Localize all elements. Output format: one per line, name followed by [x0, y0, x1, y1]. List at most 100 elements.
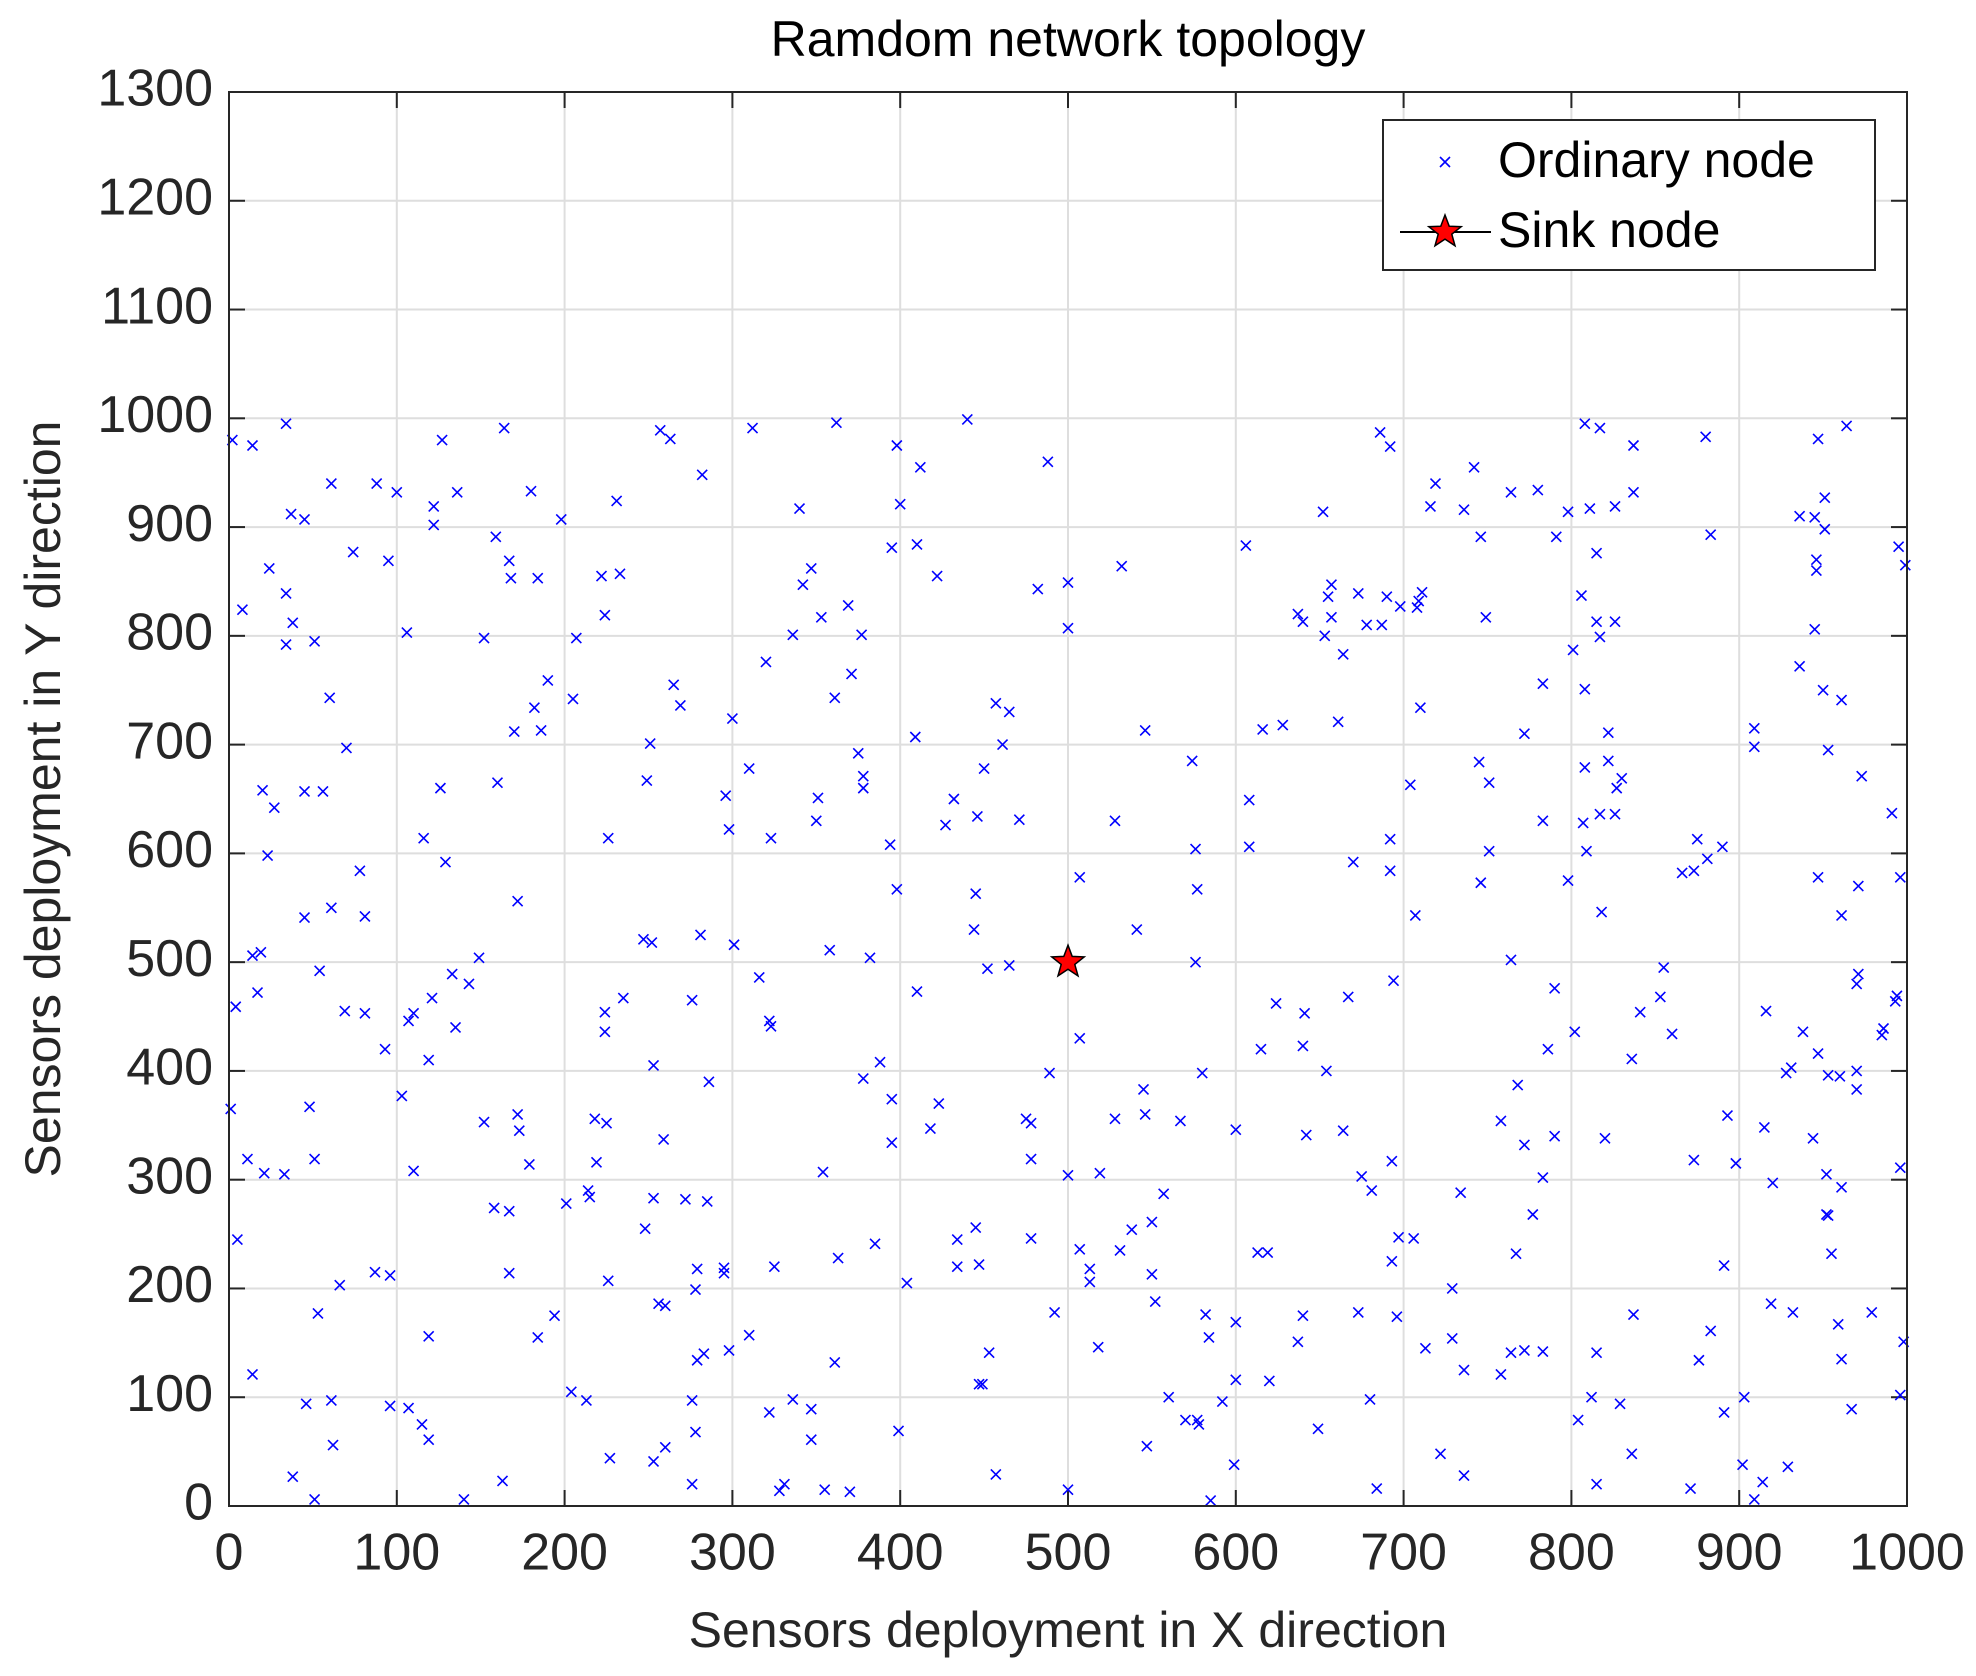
point — [787, 629, 799, 641]
point — [1062, 1484, 1074, 1496]
point — [532, 1331, 544, 1343]
point — [686, 994, 698, 1006]
point — [1252, 1247, 1264, 1259]
point — [1419, 1342, 1431, 1354]
point — [408, 1165, 420, 1177]
point — [1738, 1391, 1750, 1403]
point — [570, 632, 582, 644]
point — [491, 777, 504, 789]
x-tick-label: 800 — [1528, 1524, 1615, 1582]
point — [1062, 622, 1074, 634]
point — [1700, 431, 1712, 443]
y-tick-label: 400 — [126, 1039, 213, 1097]
point — [1131, 923, 1143, 936]
point — [246, 1368, 259, 1380]
point — [1299, 1007, 1311, 1019]
x-tick-label: 1000 — [1849, 1524, 1965, 1582]
point — [1567, 644, 1579, 656]
point — [1627, 1309, 1640, 1321]
point — [1139, 1108, 1151, 1120]
point — [611, 495, 623, 507]
point — [298, 911, 311, 924]
point — [1049, 1306, 1061, 1318]
point — [1894, 871, 1906, 883]
point — [723, 823, 735, 836]
point — [753, 971, 765, 983]
point — [1381, 591, 1393, 603]
point — [1512, 1079, 1524, 1091]
point — [1458, 1364, 1470, 1376]
legend-marker — [1426, 212, 1464, 248]
point — [1424, 500, 1437, 512]
point — [236, 604, 248, 616]
point — [298, 513, 311, 526]
point — [1137, 1083, 1150, 1095]
legend: Ordinary node Sink node — [1382, 119, 1876, 271]
point — [1591, 616, 1603, 628]
point — [1043, 1067, 1056, 1079]
point — [1787, 1306, 1799, 1318]
point — [1200, 1309, 1212, 1321]
point — [1807, 1132, 1819, 1144]
point — [256, 784, 269, 796]
point — [1109, 815, 1121, 827]
point — [1297, 1310, 1309, 1322]
point — [1126, 1224, 1138, 1236]
point — [599, 609, 611, 621]
point — [595, 570, 608, 582]
point — [560, 1198, 572, 1210]
point — [1458, 504, 1470, 516]
point — [857, 782, 869, 794]
point — [933, 1097, 945, 1110]
point — [1191, 883, 1203, 895]
point — [1240, 540, 1252, 552]
point — [686, 1478, 698, 1490]
point — [1495, 1115, 1507, 1127]
point — [778, 1478, 790, 1490]
point — [303, 1101, 316, 1113]
point — [1609, 500, 1621, 512]
point — [793, 503, 806, 515]
point — [1216, 1396, 1228, 1408]
point — [817, 1166, 829, 1178]
point — [1748, 722, 1760, 734]
point — [1371, 1483, 1383, 1495]
point — [1277, 719, 1289, 731]
point — [1146, 1216, 1158, 1228]
point — [1505, 954, 1517, 966]
point — [892, 1425, 905, 1437]
point — [1765, 1298, 1777, 1310]
point — [689, 1426, 702, 1438]
point — [1263, 1375, 1275, 1387]
y-tick-label: 1000 — [97, 386, 213, 444]
point — [647, 1455, 660, 1467]
point — [1347, 856, 1359, 868]
point — [1483, 777, 1495, 789]
point — [1297, 1040, 1309, 1052]
point — [325, 902, 337, 914]
point — [599, 1006, 611, 1018]
point — [614, 568, 626, 580]
point — [1721, 1109, 1734, 1122]
x-tick-label: 600 — [1192, 1524, 1279, 1582]
point — [1676, 867, 1688, 879]
point — [1579, 418, 1591, 430]
point — [1413, 595, 1425, 607]
point — [1716, 841, 1728, 853]
point — [819, 1484, 831, 1496]
point — [1876, 1029, 1888, 1041]
point — [402, 1402, 415, 1414]
y-tick-label: 1200 — [97, 169, 213, 227]
point — [924, 1123, 936, 1135]
point — [1594, 808, 1606, 820]
point — [1325, 611, 1338, 623]
point — [1003, 706, 1015, 718]
point — [844, 1486, 856, 1498]
point — [1404, 779, 1416, 791]
point — [990, 1468, 1002, 1481]
point — [1889, 995, 1901, 1007]
point — [1602, 755, 1614, 767]
point — [894, 498, 906, 510]
point — [1319, 630, 1331, 642]
point — [241, 1153, 254, 1165]
